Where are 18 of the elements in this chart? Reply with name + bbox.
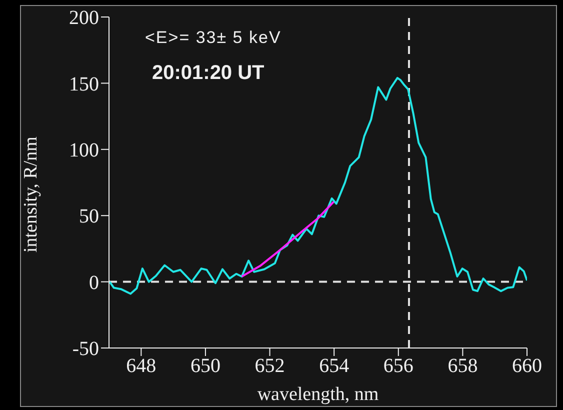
y-tick-label: 150 (69, 73, 99, 96)
line-series (240, 200, 335, 278)
y-tick-label: 0 (89, 272, 99, 294)
x-axis-title: wavelength, nm (257, 384, 379, 405)
y-tick-label: 100 (69, 140, 99, 162)
y-tick-label: 200 (69, 7, 99, 30)
x-tick-label: 656 (383, 355, 414, 378)
annotation: 20:01:20 UT (152, 62, 264, 85)
x-tick-label: 652 (254, 355, 285, 378)
x-tick-label: 648 (126, 355, 156, 378)
x-tick-label: 654 (319, 355, 350, 378)
x-tick-label: 650 (190, 355, 220, 378)
y-tick-label: -50 (72, 338, 99, 360)
x-tick-label: 660 (512, 355, 542, 378)
annotation: <E>= 33± 5 keV (145, 28, 282, 48)
x-tick-label: 658 (448, 355, 478, 378)
y-tick-label: 50 (79, 206, 99, 228)
y-axis-title: intensity, R/nm (20, 136, 42, 252)
